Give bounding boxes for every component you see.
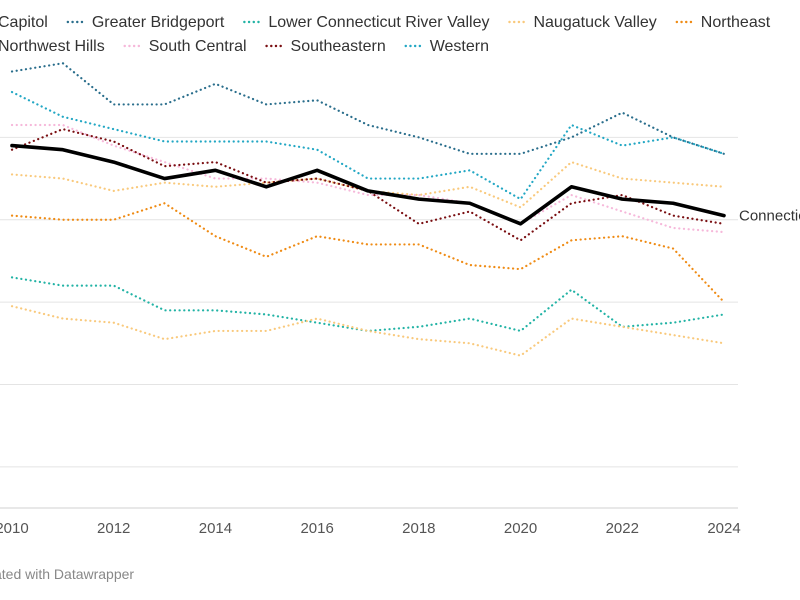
series-line-lower-connecticut-river-valley [10,276,726,333]
x-tick-label: 2020 [504,520,537,537]
legend-label-naugatuck-valley: Naugatuck Valley [533,14,656,31]
series-line-southeastern [10,128,726,242]
chart-footer: ated with Datawrapper [0,566,135,582]
chart-series-lines [10,62,726,357]
legend-label-greater-bridgeport: Greater Bridgeport [92,14,225,31]
series-line-northeast [10,202,726,304]
legend-label-south-central: South Central [149,38,247,55]
series-line-connecticut [10,143,726,226]
legend-label-capitol: Capitol [0,14,48,31]
chart-gridlines [0,136,738,509]
series-end-label: Connecticut [739,208,800,225]
series-line-northwest-hills [10,160,726,209]
legend-label-southeastern: Southeastern [291,38,386,55]
x-tick-label: 2024 [707,520,740,537]
x-tick-label: 2018 [402,520,435,537]
legend-label-northeast: Northeast [701,14,771,31]
series-line-naugatuck-valley [10,305,726,357]
x-tick-label: 2012 [97,520,130,537]
series-end-labels: Connecticut [739,208,800,225]
x-axis-ticks: 2010 2012 2014 2016 2018 2020 2022 2024 [0,520,741,537]
x-tick-label: 2014 [199,520,232,537]
series-line-greater-bridgeport [10,62,726,155]
x-tick-label: 2010 [0,520,29,537]
chart-legend: Capitol Greater Bridgeport Lower Connectic… [0,14,771,55]
series-line-western [10,90,726,201]
series-line-south-central [10,123,726,234]
x-tick-label: 2016 [300,520,333,537]
legend-label-western: Western [430,38,489,55]
x-tick-label: 2022 [606,520,639,537]
legend-label-lower-connecticut-river-valley: Lower Connecticut River Valley [268,14,489,31]
legend-label-northwest-hills: Northwest Hills [0,38,105,55]
